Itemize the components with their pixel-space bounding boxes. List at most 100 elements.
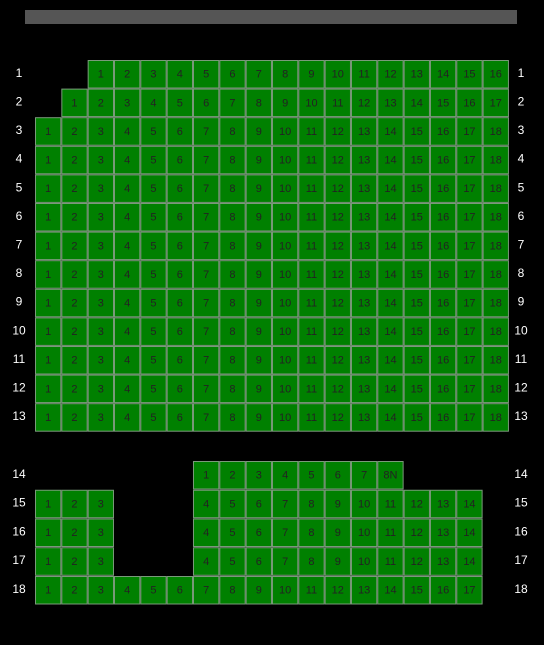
- seat[interactable]: [87, 547, 114, 576]
- seat[interactable]: [350, 60, 378, 89]
- seat[interactable]: [87, 145, 114, 175]
- seat[interactable]: [219, 461, 246, 490]
- seat[interactable]: [35, 317, 62, 346]
- seat[interactable]: [298, 60, 325, 89]
- seat[interactable]: [140, 203, 167, 232]
- seat[interactable]: [87, 260, 114, 289]
- seat[interactable]: [245, 260, 272, 289]
- seat[interactable]: [350, 88, 378, 118]
- seat[interactable]: [350, 145, 378, 175]
- seat[interactable]: [324, 403, 351, 432]
- seat[interactable]: [324, 117, 351, 146]
- seat[interactable]: [35, 518, 62, 547]
- seat[interactable]: [245, 117, 272, 146]
- seat[interactable]: [377, 461, 404, 490]
- seat[interactable]: [87, 576, 114, 605]
- seat[interactable]: [166, 88, 193, 118]
- seat[interactable]: [35, 174, 62, 203]
- seat[interactable]: [429, 288, 457, 318]
- seat[interactable]: [219, 260, 246, 289]
- seat[interactable]: [87, 403, 114, 432]
- seat[interactable]: [219, 174, 246, 203]
- seat[interactable]: [324, 461, 351, 490]
- seat[interactable]: [403, 88, 430, 118]
- seat[interactable]: [271, 231, 299, 261]
- seat[interactable]: [219, 489, 246, 519]
- seat[interactable]: [61, 374, 88, 404]
- seat[interactable]: [87, 174, 114, 203]
- seat[interactable]: [113, 145, 141, 175]
- seat[interactable]: [219, 547, 246, 576]
- seat[interactable]: [271, 260, 299, 289]
- seat[interactable]: [482, 346, 509, 375]
- seat[interactable]: [192, 489, 220, 519]
- seat[interactable]: [192, 403, 220, 432]
- seat[interactable]: [113, 60, 141, 89]
- seat[interactable]: [456, 88, 483, 118]
- seat[interactable]: [324, 518, 351, 547]
- seat[interactable]: [456, 403, 483, 432]
- seat[interactable]: [61, 231, 88, 261]
- seat[interactable]: [350, 231, 378, 261]
- seat[interactable]: [192, 145, 220, 175]
- seat[interactable]: [298, 88, 325, 118]
- seat[interactable]: [298, 346, 325, 375]
- seat[interactable]: [403, 231, 430, 261]
- seat[interactable]: [482, 174, 509, 203]
- seat[interactable]: [429, 403, 457, 432]
- seat[interactable]: [87, 60, 114, 89]
- seat[interactable]: [482, 117, 509, 146]
- seat[interactable]: [140, 231, 167, 261]
- seat[interactable]: [271, 60, 299, 89]
- seat[interactable]: [87, 317, 114, 346]
- seat[interactable]: [271, 203, 299, 232]
- seat[interactable]: [166, 403, 193, 432]
- seat[interactable]: [350, 461, 378, 490]
- seat[interactable]: [324, 60, 351, 89]
- seat[interactable]: [456, 117, 483, 146]
- seat[interactable]: [61, 288, 88, 318]
- seat[interactable]: [140, 117, 167, 146]
- seat[interactable]: [429, 346, 457, 375]
- seat[interactable]: [219, 576, 246, 605]
- seat[interactable]: [192, 288, 220, 318]
- seat[interactable]: [298, 203, 325, 232]
- seat[interactable]: [113, 403, 141, 432]
- seat[interactable]: [245, 145, 272, 175]
- seat[interactable]: [166, 231, 193, 261]
- seat[interactable]: [61, 346, 88, 375]
- seat[interactable]: [219, 60, 246, 89]
- seat[interactable]: [219, 88, 246, 118]
- seat[interactable]: [271, 374, 299, 404]
- seat[interactable]: [87, 346, 114, 375]
- seat[interactable]: [377, 145, 404, 175]
- seat[interactable]: [377, 174, 404, 203]
- seat[interactable]: [166, 260, 193, 289]
- seat[interactable]: [350, 174, 378, 203]
- seat[interactable]: [324, 317, 351, 346]
- seat[interactable]: [140, 374, 167, 404]
- seat[interactable]: [350, 288, 378, 318]
- seat[interactable]: [482, 288, 509, 318]
- seat[interactable]: [377, 203, 404, 232]
- seat[interactable]: [324, 374, 351, 404]
- seat[interactable]: [482, 88, 509, 118]
- seat[interactable]: [140, 60, 167, 89]
- seat[interactable]: [35, 403, 62, 432]
- seat[interactable]: [113, 288, 141, 318]
- seat[interactable]: [140, 346, 167, 375]
- seat[interactable]: [271, 145, 299, 175]
- seat[interactable]: [456, 346, 483, 375]
- seat[interactable]: [456, 260, 483, 289]
- seat[interactable]: [324, 288, 351, 318]
- seat[interactable]: [35, 203, 62, 232]
- seat[interactable]: [429, 489, 457, 519]
- seat[interactable]: [140, 576, 167, 605]
- seat[interactable]: [35, 260, 62, 289]
- seat[interactable]: [377, 346, 404, 375]
- seat[interactable]: [219, 403, 246, 432]
- seat[interactable]: [456, 518, 483, 547]
- seat[interactable]: [377, 288, 404, 318]
- seat[interactable]: [403, 260, 430, 289]
- seat[interactable]: [456, 576, 483, 605]
